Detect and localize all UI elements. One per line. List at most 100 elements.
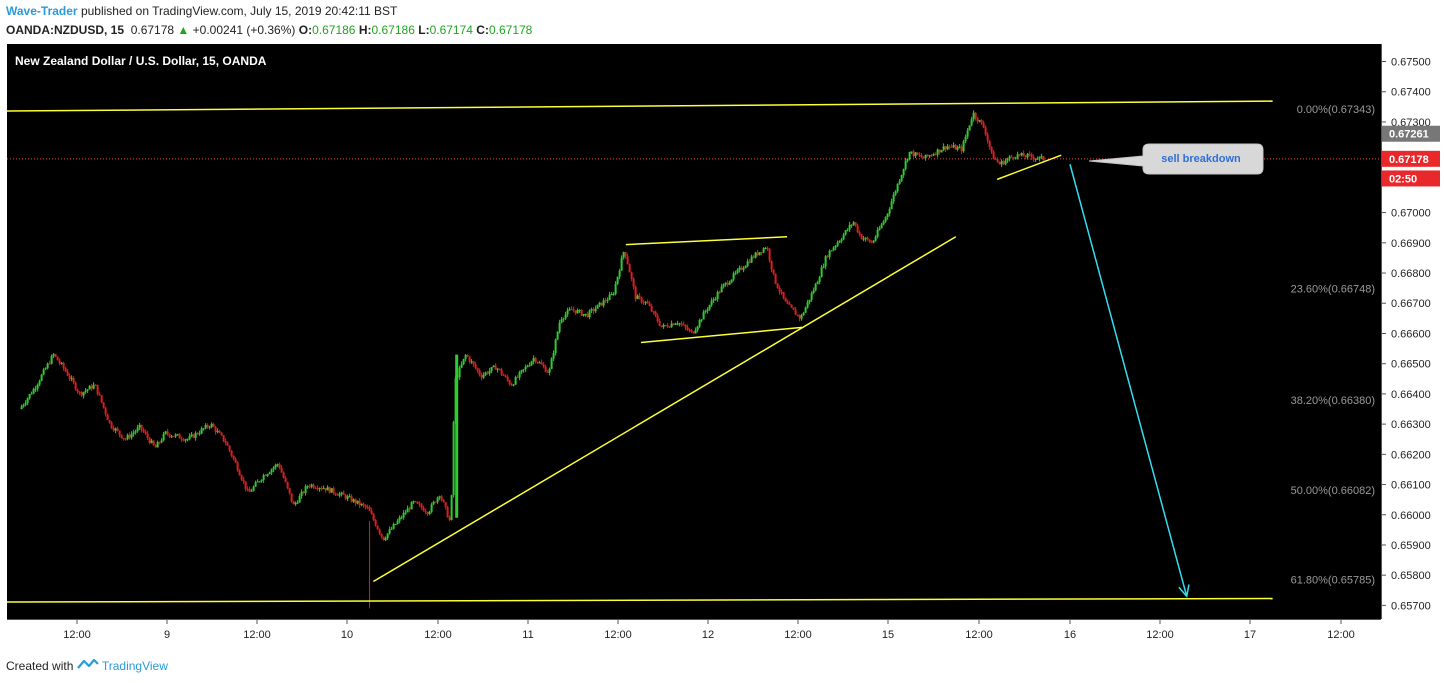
- candle-body: [100, 395, 103, 403]
- candle-body: [628, 264, 631, 273]
- price-axis[interactable]: 0.67500 0.67400 0.67300 0.67000 0.66900 0.668…: [1381, 44, 1444, 619]
- candle-body: [204, 424, 207, 429]
- candle-body: [476, 368, 479, 371]
- candle-body: [390, 528, 393, 530]
- candle-body: [706, 309, 709, 311]
- candle-body: [910, 151, 913, 153]
- candle-body: [438, 496, 441, 498]
- candle-body: [834, 245, 837, 248]
- price-tick-label: 0.67500: [1391, 57, 1431, 69]
- candle-body: [912, 151, 915, 157]
- candle-body: [168, 434, 171, 437]
- candle-body: [956, 147, 959, 150]
- candle-body: [704, 310, 707, 312]
- high-value: 0.67186: [371, 23, 415, 37]
- price-label-box: [1382, 125, 1440, 142]
- candle-body: [1002, 161, 1005, 165]
- time-tick-label: 12:00: [243, 629, 271, 641]
- candle-body: [152, 440, 155, 446]
- candle-body: [664, 325, 667, 327]
- symbol-bar: OANDA:NZDUSD, 15 0.67178 ▲ +0.00241 (+0.…: [6, 23, 532, 37]
- candle-body: [472, 361, 475, 365]
- candle-body: [158, 442, 161, 444]
- candle-body: [44, 368, 47, 370]
- fib-level-label: 0.00%(0.67343): [1297, 104, 1375, 116]
- candle-body: [378, 529, 381, 534]
- candle-body: [712, 299, 715, 301]
- candle-body: [212, 423, 215, 428]
- candle-body: [866, 237, 869, 240]
- candle-body: [336, 494, 339, 496]
- candle-body: [608, 294, 611, 300]
- fib-level-label: 38.20%(0.66380): [1291, 395, 1375, 407]
- candle-body: [402, 512, 405, 518]
- candle-body: [816, 282, 819, 285]
- candle-body: [278, 464, 281, 469]
- price-tick-label: 0.66100: [1391, 480, 1431, 492]
- candle-body: [620, 257, 623, 271]
- candle-body: [1004, 160, 1007, 165]
- candle-body: [792, 307, 795, 310]
- candle-body: [54, 354, 57, 357]
- price-chart[interactable]: New Zealand Dollar / U.S. Dollar, 15, OA…: [7, 44, 1381, 619]
- candle-body: [72, 378, 75, 383]
- candle-body: [116, 428, 119, 431]
- close-label: C:: [476, 23, 489, 37]
- time-tick-label: 12:00: [965, 629, 993, 641]
- candle-body: [770, 260, 773, 270]
- candle-body: [268, 472, 271, 475]
- candle-body: [452, 421, 455, 496]
- candle-body: [352, 499, 355, 502]
- price-tick-label: 0.66900: [1391, 238, 1431, 250]
- candle-body: [238, 470, 241, 476]
- candle-body: [818, 277, 821, 283]
- candle-body: [842, 234, 845, 240]
- callout-bubble: [1088, 143, 1264, 175]
- chart-area[interactable]: New Zealand Dollar / U.S. Dollar, 15, OA…: [7, 44, 1381, 619]
- candle-body: [140, 424, 143, 430]
- candle-body: [1034, 158, 1037, 160]
- candle-body: [400, 517, 403, 519]
- candle-body: [64, 368, 67, 372]
- candle-body: [778, 288, 781, 292]
- time-axis[interactable]: 12:00 9 12:00 10 12:00 11 12:00 12 12:00 15 12:00 1…: [7, 619, 1381, 646]
- candle-body: [386, 533, 389, 539]
- price-tick-label: 0.66300: [1391, 419, 1431, 431]
- candle-body: [358, 500, 361, 506]
- time-tick-label: 17: [1244, 629, 1256, 641]
- candle-body: [736, 269, 739, 273]
- candle-body: [310, 484, 313, 487]
- candle-body: [656, 315, 659, 322]
- candle-body: [586, 313, 589, 318]
- candle-body: [954, 145, 957, 150]
- candle-body: [596, 304, 599, 309]
- candle-body: [264, 475, 267, 477]
- candle-body: [286, 482, 289, 488]
- candle-body: [170, 436, 173, 438]
- candle-body: [766, 248, 769, 250]
- candle-body: [696, 326, 699, 331]
- candle-body: [418, 503, 421, 505]
- candle-body: [442, 499, 445, 503]
- candle-body: [110, 422, 113, 428]
- candle-body: [576, 310, 579, 314]
- candle-body: [428, 511, 431, 515]
- candle-body: [674, 323, 677, 325]
- candle-body: [26, 398, 29, 403]
- time-tick-label: 10: [341, 629, 353, 641]
- candle-body: [282, 472, 285, 478]
- candle-body: [1026, 153, 1029, 158]
- candle-body: [370, 510, 373, 515]
- candle-body: [652, 311, 655, 313]
- candle-body: [568, 309, 571, 311]
- candle-body: [422, 507, 425, 512]
- tradingview-brand[interactable]: TradingView: [101, 659, 168, 673]
- candle-body: [732, 273, 735, 280]
- author-name[interactable]: Wave-Trader: [6, 4, 78, 18]
- candle-body: [122, 438, 125, 440]
- time-tick-label: 12:00: [63, 629, 91, 641]
- candle-body: [716, 292, 719, 300]
- candle-body: [126, 434, 129, 440]
- candle-body: [154, 445, 157, 448]
- candle-body: [376, 525, 379, 530]
